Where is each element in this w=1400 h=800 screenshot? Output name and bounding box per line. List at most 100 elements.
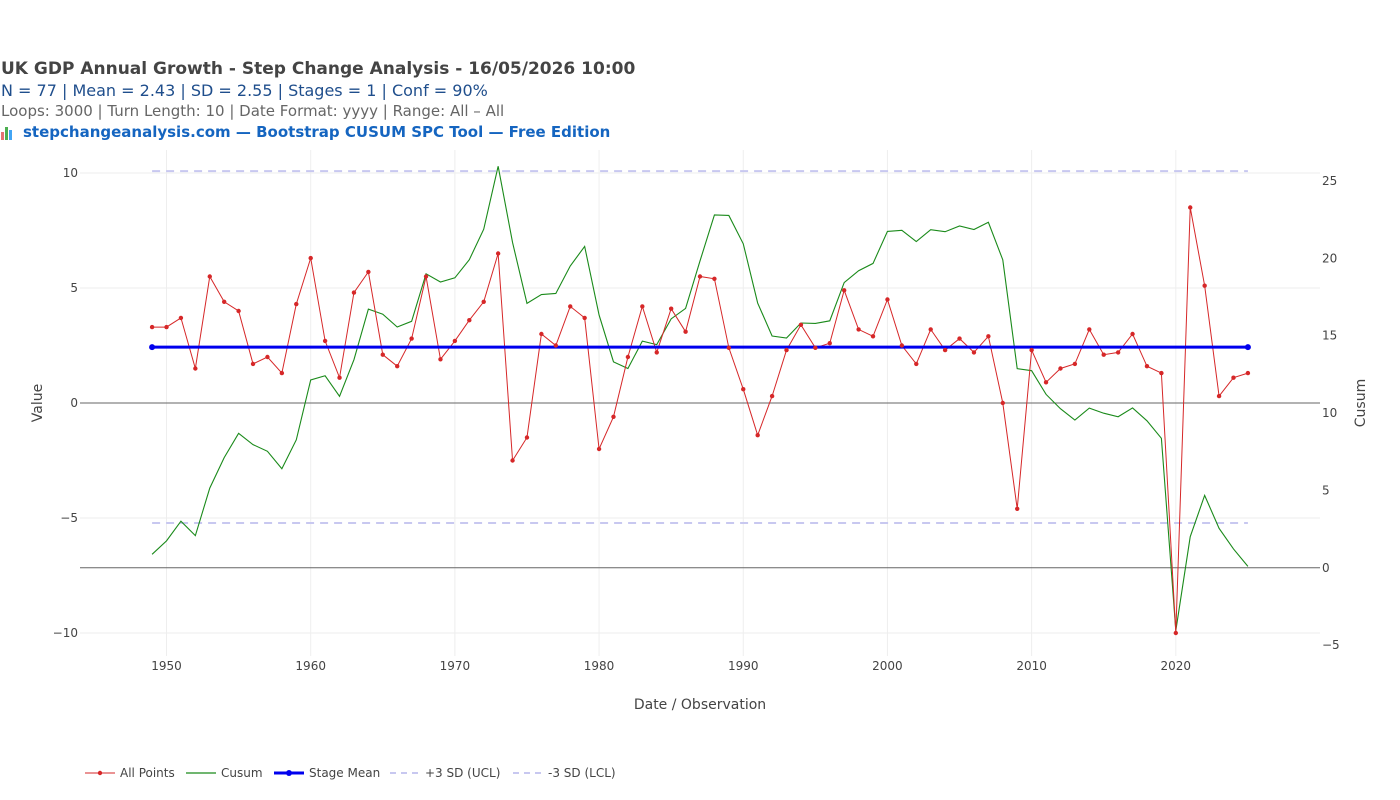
data-point[interactable] [423,274,429,279]
data-point[interactable] [236,308,241,314]
data-point[interactable] [914,361,919,367]
legend-cusum-label: Cusum [221,766,263,780]
x-tick-label: 2020 [1161,659,1192,673]
data-point[interactable] [1159,370,1164,376]
data-point[interactable] [856,327,861,332]
data-point[interactable] [1130,331,1135,337]
y2-tick-label: 25 [1322,174,1337,188]
brand-line[interactable]: stepchangeanalysis.com — Bootstrap CUSUM… [1,122,635,143]
data-point[interactable] [654,350,659,355]
data-point[interactable] [495,251,501,256]
data-point[interactable] [1000,400,1005,406]
data-point[interactable] [1015,506,1020,511]
legend-ucl[interactable]: +3 SD (UCL) [390,766,500,780]
legend-all-points[interactable]: All Points [85,766,175,780]
legend-stage-mean[interactable]: Stage Mean [274,766,380,780]
data-point[interactable] [149,324,155,330]
data-point[interactable] [294,301,299,307]
stage-mean-end-marker [1244,344,1251,351]
data-point[interactable] [741,387,746,392]
data-point[interactable] [467,318,472,323]
legend-cusum[interactable]: Cusum [186,766,263,780]
x-tick-label: 2010 [1016,659,1047,673]
y2-tick-label: 15 [1322,329,1337,343]
data-point[interactable] [928,327,933,332]
data-point[interactable] [1144,364,1150,369]
data-point[interactable] [1029,347,1034,353]
chart-title: UK GDP Annual Growth - Step Change Analy… [1,59,636,79]
data-point[interactable] [640,304,645,309]
data-point[interactable] [481,299,486,304]
y2-tick-label: 5 [1322,483,1330,497]
data-point[interactable] [827,341,832,346]
data-point[interactable] [1231,375,1236,380]
data-point[interactable] [438,357,443,362]
x-tick-label: 1980 [584,659,615,673]
data-point[interactable] [1101,352,1106,357]
data-point[interactable] [568,304,573,309]
data-point[interactable] [625,354,631,360]
data-point[interactable] [986,334,991,339]
data-point[interactable] [553,343,559,348]
data-point[interactable] [942,347,948,353]
data-point[interactable] [611,414,616,419]
y-tick-label: −5 [60,511,78,525]
data-point[interactable] [726,345,732,350]
data-point[interactable] [1173,630,1179,636]
data-point[interactable] [207,274,212,279]
data-point[interactable] [409,336,414,341]
data-point[interactable] [524,435,530,440]
data-point[interactable] [193,366,198,371]
data-point[interactable] [178,315,184,321]
data-point[interactable] [265,354,270,360]
data-point[interactable] [164,324,169,330]
data-point[interactable] [1087,327,1092,332]
data-point[interactable] [596,446,602,452]
data-point[interactable] [1072,361,1078,367]
brand-link[interactable]: stepchangeanalysis.com — Bootstrap CUSUM… [23,123,611,141]
data-point[interactable] [351,290,357,295]
data-point[interactable] [899,343,905,348]
legend-lcl[interactable]: -3 SD (LCL) [513,766,616,780]
stats-line: N = 77 | Mean = 2.43 | SD = 2.55 | Stage… [1,81,488,100]
data-point[interactable] [1202,283,1207,288]
data-point[interactable] [769,393,775,399]
data-point[interactable] [510,458,515,463]
data-point[interactable] [1245,370,1251,376]
data-point[interactable] [1216,393,1222,399]
data-point[interactable] [308,255,313,261]
data-point[interactable] [971,350,977,355]
data-point[interactable] [1115,350,1121,355]
x-tick-label: 2000 [872,659,903,673]
data-point[interactable] [957,336,962,341]
data-point[interactable] [755,433,760,438]
data-point[interactable] [784,347,789,353]
data-point[interactable] [668,306,674,311]
data-point[interactable] [813,345,818,350]
data-point[interactable] [322,338,328,344]
chart-header: UK GDP Annual Growth - Step Change Analy… [1,58,635,143]
data-point[interactable] [885,297,890,302]
data-point[interactable] [697,274,703,279]
data-point[interactable] [366,269,371,275]
data-point[interactable] [250,361,256,367]
data-point[interactable] [380,352,385,357]
data-point[interactable] [337,375,342,380]
data-point[interactable] [1058,366,1063,371]
data-point[interactable] [452,338,458,344]
data-point[interactable] [582,315,587,321]
data-point[interactable] [1043,380,1049,385]
data-point[interactable] [395,364,400,369]
data-point[interactable] [841,288,847,293]
legend[interactable]: All Points Cusum Stage Mean +3 SD (UCL) -3 S… [85,766,616,780]
data-point[interactable] [1188,205,1193,210]
data-point[interactable] [279,370,285,376]
data-point[interactable] [683,329,688,334]
x-tick-label: 1950 [151,659,182,673]
data-point[interactable] [712,276,717,281]
data-point[interactable] [870,334,876,339]
data-point[interactable] [221,299,227,304]
data-point[interactable] [539,331,544,337]
data-point[interactable] [798,322,804,327]
